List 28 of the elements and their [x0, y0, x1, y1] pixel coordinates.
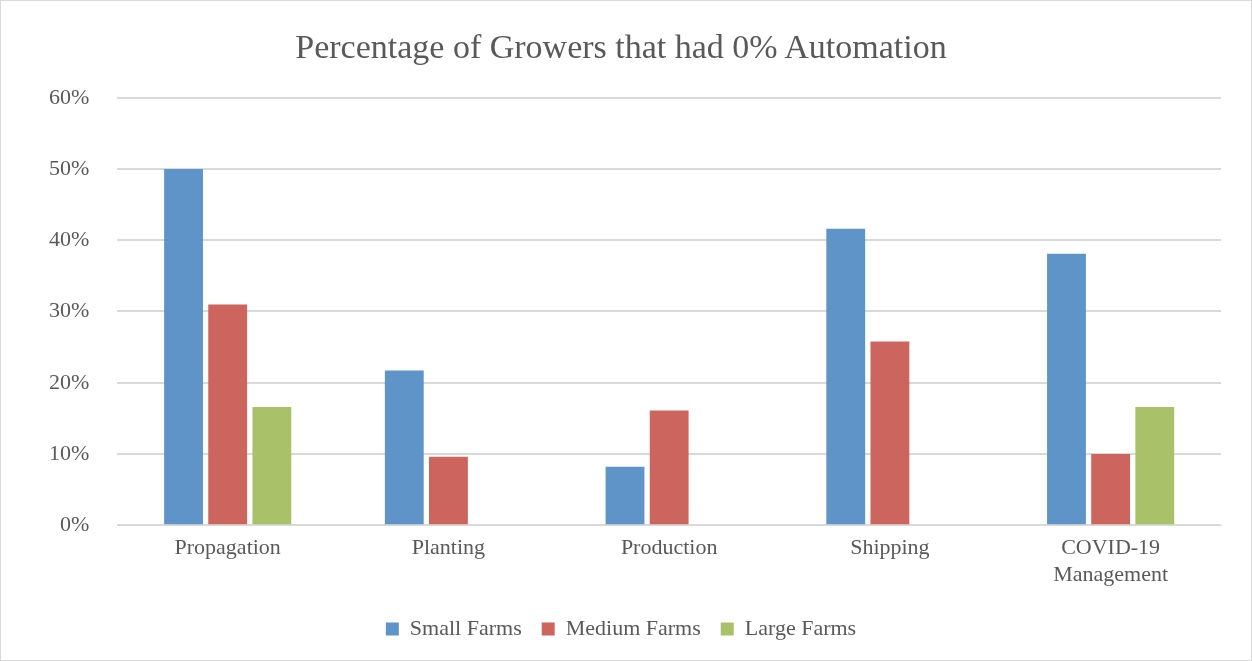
- bar: [1091, 453, 1131, 525]
- bar: [826, 228, 866, 525]
- legend-label: Large Farms: [744, 614, 857, 640]
- bar: [208, 304, 248, 525]
- y-tick-label: 20%: [49, 368, 90, 394]
- y-tick-label: 30%: [49, 297, 90, 323]
- bar: [1135, 406, 1175, 525]
- x-tick-label: COVID-19 Management: [1053, 534, 1169, 586]
- x-tick-label: Planting: [411, 534, 486, 560]
- bar: [384, 370, 424, 525]
- y-tick-label: 60%: [49, 83, 90, 109]
- y-tick-label: 0%: [60, 510, 90, 536]
- y-tick-label: 50%: [49, 154, 90, 180]
- x-tick-label: Production: [620, 534, 718, 560]
- chart-title: Percentage of Growers that had 0% Automation: [295, 28, 947, 66]
- bar: [605, 466, 645, 525]
- legend-label: Medium Farms: [565, 614, 701, 640]
- bar: [252, 406, 292, 525]
- legend-label: Small Farms: [409, 614, 522, 640]
- y-tick-label: 10%: [49, 439, 90, 465]
- bar: [164, 169, 203, 525]
- bar: [1047, 253, 1086, 525]
- bar: [870, 341, 910, 525]
- bar: [429, 456, 468, 525]
- bar: [649, 410, 689, 525]
- x-tick-label: Propagation: [174, 534, 281, 560]
- y-tick-label: 40%: [49, 226, 90, 252]
- x-tick-label: Shipping: [850, 534, 930, 560]
